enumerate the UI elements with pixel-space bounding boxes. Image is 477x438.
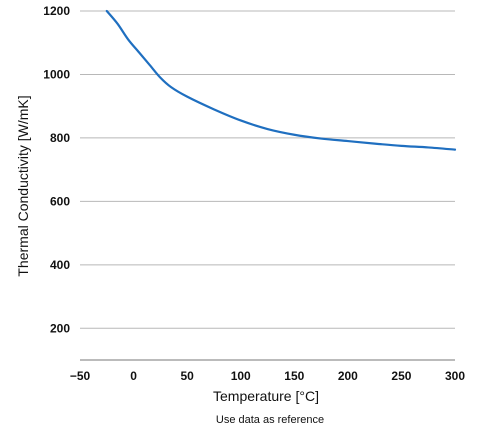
tick-layer: 200 400 600 800 1000 1200 −50 0 50 100 150 200 250 30… — [43, 4, 465, 383]
x-tick-label: 250 — [391, 369, 411, 383]
y-tick-label: 800 — [50, 131, 70, 145]
y-tick-label: 400 — [50, 258, 70, 272]
reference-note: Use data as reference — [216, 414, 324, 426]
x-tick-label: −50 — [70, 369, 91, 383]
series-layer — [105, 9, 457, 151]
y-tick-label: 1200 — [43, 4, 70, 18]
y-tick-label: 200 — [50, 321, 70, 335]
y-tick-label: 1000 — [43, 67, 70, 81]
x-tick-label: 0 — [130, 369, 137, 383]
x-axis-title: Temperature [°C] — [213, 388, 319, 404]
x-tick-label: 200 — [338, 369, 358, 383]
x-tick-label: 50 — [180, 369, 194, 383]
series-line-0 — [105, 9, 457, 151]
y-axis-title: Thermal Conductivity [W/mK] — [15, 95, 31, 276]
x-tick-label: 300 — [445, 369, 465, 383]
x-tick-label: 100 — [231, 369, 251, 383]
x-tick-label: 150 — [284, 369, 304, 383]
y-tick-label: 600 — [50, 194, 70, 208]
grid-layer — [80, 10, 455, 361]
